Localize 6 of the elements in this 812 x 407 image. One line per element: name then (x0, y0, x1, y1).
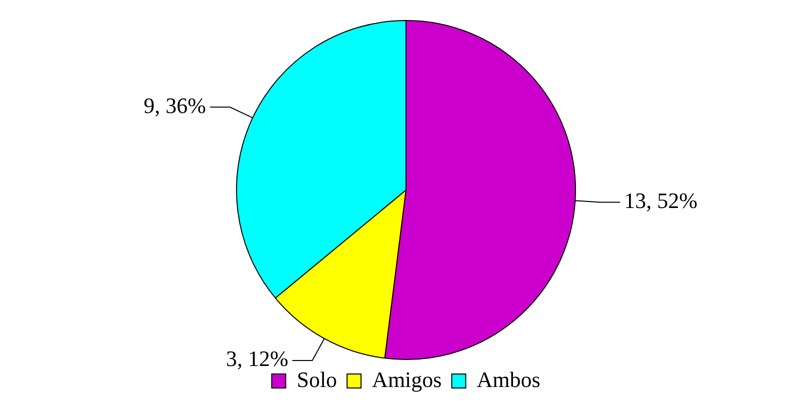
legend-label: Ambos (476, 366, 540, 392)
data-label: 13, 52% (624, 188, 698, 213)
legend-label: Solo (296, 366, 338, 392)
legend-label: Amigos (372, 366, 442, 392)
data-label: 3, 12% (226, 346, 288, 372)
data-label: 9, 36% (144, 92, 206, 118)
